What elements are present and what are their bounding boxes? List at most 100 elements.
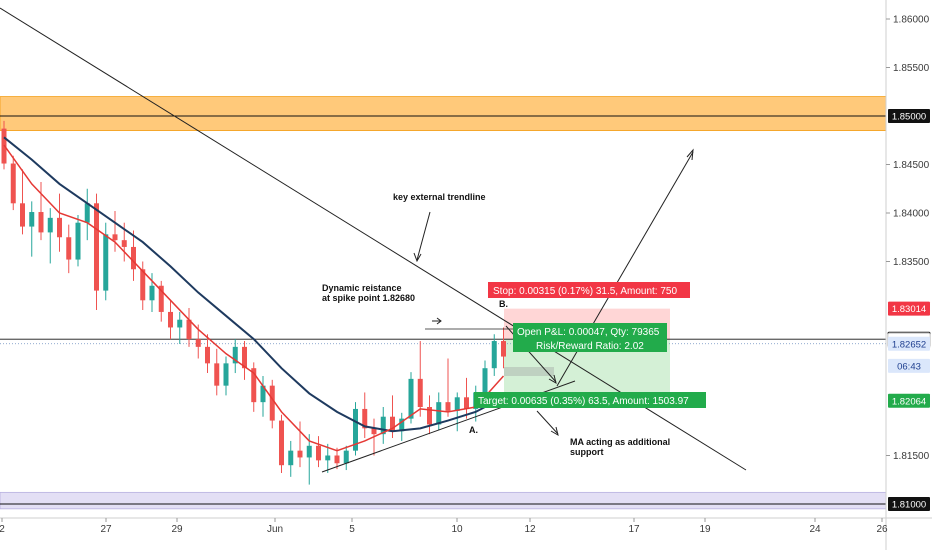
y-tick-label: 1.84500 [893, 160, 930, 171]
candle-body [334, 455, 340, 464]
open-pl-label: Open P&L: 0.00047, Qty: 79365 [517, 327, 660, 338]
candle-body [140, 269, 146, 301]
candle-body [205, 346, 210, 364]
price-tag-label: 1.81000 [892, 500, 926, 511]
price-tag-box [888, 301, 930, 316]
trendline-label-arrow [416, 211, 431, 261]
candle-body [10, 163, 16, 204]
annotations-layer: key external trendline Dynamic reistance… [322, 192, 670, 457]
stop-label-box[interactable] [488, 282, 690, 298]
candle-body [186, 319, 192, 340]
dynamic-resistance-label-line1: Dynamic reistance [322, 283, 402, 293]
support-band [0, 491, 887, 510]
x-tick-label: Jun [267, 524, 283, 535]
dynamic-resistance-label-line2: at spike point 1.82680 [322, 293, 415, 303]
candle-body [371, 428, 377, 435]
candle-body [158, 285, 164, 312]
candle-body [501, 341, 506, 357]
x-tick-label: 29 [171, 524, 183, 535]
position-labels[interactable]: Stop: 0.00315 (0.17%) 31.5, Amount: 750 … [474, 282, 706, 408]
candle-body [47, 217, 53, 233]
dynamic-resistance-arrowhead [436, 317, 442, 325]
candle-body [408, 378, 414, 419]
x-tick-label: 10 [451, 524, 463, 535]
candle-body [103, 234, 109, 291]
x-tick-label: 17 [628, 524, 640, 535]
price-tag-label: 06:43 [897, 361, 921, 372]
x-tick-label: 12 [524, 524, 536, 535]
candle-body [454, 397, 460, 411]
candle-body [390, 416, 395, 432]
candle-body [29, 212, 35, 227]
y-tick-label: 1.86000 [893, 15, 930, 26]
candle-body [260, 385, 266, 403]
candle-body [343, 450, 349, 464]
y-tick-label: 1.85500 [893, 63, 930, 74]
candle-body [131, 246, 136, 270]
candle-body [121, 240, 127, 247]
x-tick-label: 26 [876, 524, 888, 535]
candle-body [399, 418, 405, 432]
price-tag-box [888, 109, 930, 123]
risk-reward-box[interactable] [513, 338, 667, 352]
candle-body [269, 385, 275, 421]
x-tick-label: 5 [349, 524, 355, 535]
stop-label: Stop: 0.00315 (0.17%) 31.5, Amount: 750 [493, 286, 677, 297]
candle-body [353, 408, 358, 451]
candle-body [427, 407, 432, 425]
candle-body [94, 203, 99, 291]
y-tick-label: 1.81500 [893, 451, 930, 462]
candle-body [436, 402, 442, 425]
point-b-label: B. [499, 299, 508, 309]
point-a-label: A. [469, 425, 478, 435]
candle-body [362, 408, 368, 429]
candle-body [57, 217, 62, 238]
target-label-box[interactable] [474, 392, 706, 408]
ma-label-arrow [536, 410, 559, 435]
candle-body [251, 368, 257, 403]
candle-body [232, 346, 238, 364]
x-tick-label: 27 [100, 524, 112, 535]
candle-body [316, 445, 321, 461]
candle-body [168, 311, 173, 328]
candle-body [279, 420, 284, 466]
target-projection-arrowhead [686, 148, 694, 161]
y-axis-ticks: 1.86000 1.85500 1.84500 1.84000 1.83500 1.815… [886, 15, 930, 462]
candle-body [297, 450, 303, 458]
candle-body [195, 339, 201, 347]
candle-body [177, 319, 183, 328]
candle-body [288, 450, 294, 466]
target-label: Target: 0.00635 (0.35%) 63.5, Amount: 15… [478, 396, 689, 407]
ma-label-arrowhead [550, 426, 559, 437]
x-axis-ticks: 2 27 29 Jun 5 10 12 17 19 24 26 [0, 518, 888, 535]
price-tag-label: 1.82064 [892, 396, 926, 407]
candle-body [325, 455, 331, 461]
pullback-arrowhead [548, 374, 557, 385]
y-tick-label: 1.84000 [893, 209, 930, 220]
candle-body [445, 402, 451, 411]
candle-body [380, 416, 386, 435]
ma-fast-line [3, 144, 505, 452]
candle-body [20, 203, 25, 227]
candle-body [214, 363, 220, 386]
open-pl-zone [504, 367, 554, 376]
candle-body [84, 203, 90, 223]
candle-body [242, 346, 247, 369]
x-tick-label: 19 [699, 524, 711, 535]
price-tag-box [888, 393, 930, 408]
open-pl-box[interactable] [513, 323, 667, 338]
price-tag-label: 1.83014 [892, 304, 926, 315]
ma-support-label-line1: MA acting as additional [570, 437, 670, 447]
candle-body [482, 368, 488, 393]
position-tool[interactable] [0, 308, 886, 401]
candle-body [38, 212, 44, 233]
resistance-band [0, 96, 887, 131]
candles-layer [1, 120, 506, 485]
ma-support-label-line2: support [570, 447, 604, 457]
price-tag-label: 1.85000 [892, 112, 926, 123]
zone-layer [0, 96, 887, 510]
price-tag-box [888, 336, 930, 351]
candle-body [491, 341, 497, 369]
trendline-label-arrowhead [413, 252, 422, 263]
